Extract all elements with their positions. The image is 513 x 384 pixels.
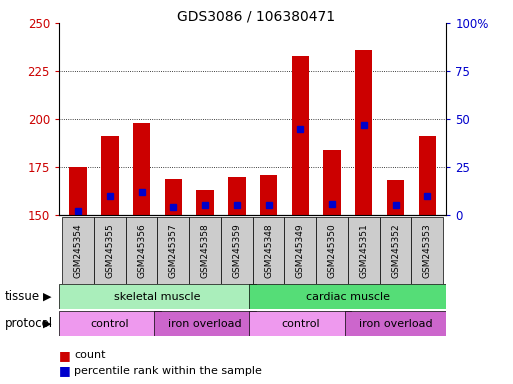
Text: cardiac muscle: cardiac muscle <box>306 291 390 302</box>
Bar <box>355 50 372 215</box>
Text: GSM245355: GSM245355 <box>105 223 114 278</box>
Bar <box>253 217 284 284</box>
Bar <box>323 150 341 215</box>
Text: GDS3086 / 106380471: GDS3086 / 106380471 <box>177 10 336 23</box>
Text: control: control <box>90 318 129 329</box>
Bar <box>348 217 380 284</box>
Bar <box>345 311 446 336</box>
Bar <box>387 180 404 215</box>
Bar <box>221 217 253 284</box>
Text: GSM245358: GSM245358 <box>201 223 209 278</box>
Text: skeletal muscle: skeletal muscle <box>114 291 201 302</box>
Text: GSM245348: GSM245348 <box>264 223 273 278</box>
Text: ■: ■ <box>59 349 71 362</box>
Text: iron overload: iron overload <box>168 318 242 329</box>
Bar <box>94 217 126 284</box>
Text: GSM245353: GSM245353 <box>423 223 432 278</box>
Bar <box>260 175 277 215</box>
Bar <box>228 177 246 215</box>
Text: protocol: protocol <box>5 317 53 330</box>
Text: ▶: ▶ <box>43 291 51 302</box>
Bar <box>380 217 411 284</box>
Bar <box>59 284 256 309</box>
Bar <box>284 217 316 284</box>
Bar <box>189 217 221 284</box>
Text: iron overload: iron overload <box>359 318 432 329</box>
Text: tissue: tissue <box>5 290 40 303</box>
Text: control: control <box>281 318 320 329</box>
Bar <box>59 311 161 336</box>
Bar <box>316 217 348 284</box>
Text: percentile rank within the sample: percentile rank within the sample <box>74 366 262 376</box>
Bar <box>62 217 94 284</box>
Bar <box>411 217 443 284</box>
Bar <box>419 136 436 215</box>
Bar <box>133 123 150 215</box>
Bar <box>249 311 351 336</box>
Bar <box>249 284 446 309</box>
Bar <box>69 167 87 215</box>
Text: count: count <box>74 350 106 360</box>
Bar <box>291 56 309 215</box>
Text: ■: ■ <box>59 364 71 377</box>
Text: GSM245351: GSM245351 <box>359 223 368 278</box>
Text: GSM245349: GSM245349 <box>296 223 305 278</box>
Text: GSM245352: GSM245352 <box>391 223 400 278</box>
Text: GSM245356: GSM245356 <box>137 223 146 278</box>
Bar <box>196 190 214 215</box>
Bar <box>126 217 157 284</box>
Text: ▶: ▶ <box>43 318 51 329</box>
Bar <box>165 179 182 215</box>
Text: GSM245359: GSM245359 <box>232 223 241 278</box>
Bar <box>154 311 256 336</box>
Text: GSM245354: GSM245354 <box>73 223 83 278</box>
Bar <box>157 217 189 284</box>
Bar <box>101 136 119 215</box>
Text: GSM245357: GSM245357 <box>169 223 178 278</box>
Text: GSM245350: GSM245350 <box>327 223 337 278</box>
